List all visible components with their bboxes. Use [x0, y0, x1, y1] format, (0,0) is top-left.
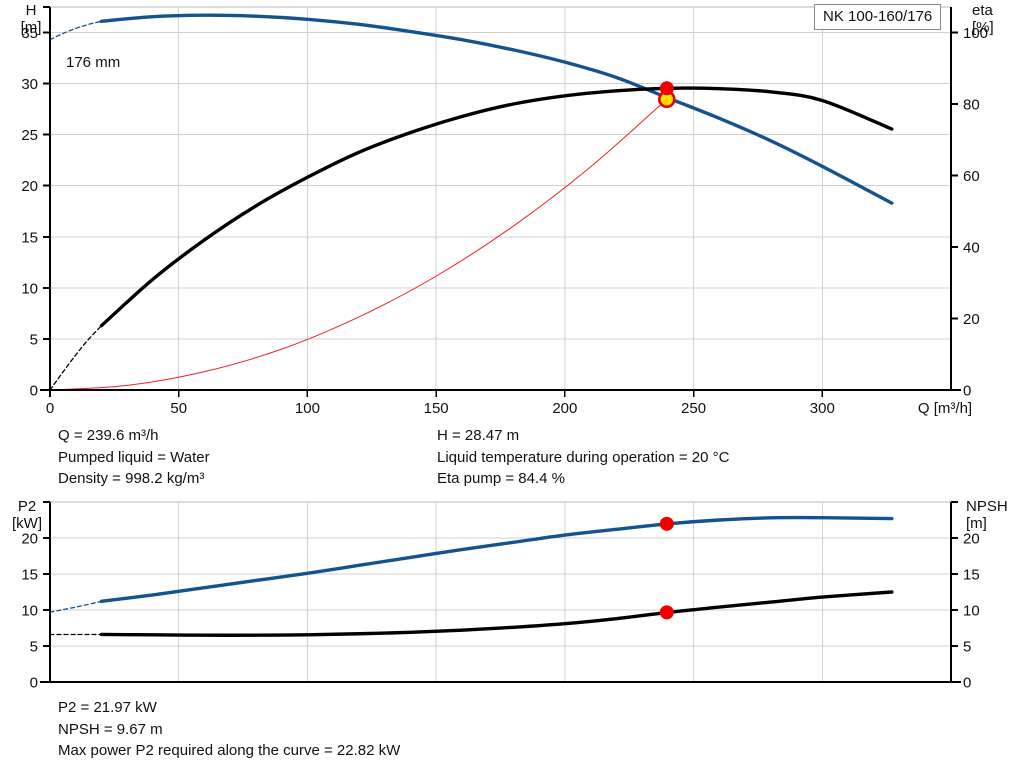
tick-label-right: 0	[963, 675, 971, 692]
tick-label-right: 15	[963, 567, 980, 584]
tick-label-left: 15	[21, 229, 38, 246]
npsh-axis-caption: NPSH [m]	[966, 498, 1008, 532]
curve-p2-extension-dashed	[49, 600, 103, 613]
curve-npsh	[99, 590, 894, 637]
tick-label-left: 30	[21, 76, 38, 93]
tick-label-right: 40	[963, 240, 980, 257]
info-liquid: Pumped liquid = Water	[58, 448, 210, 466]
power-axis-caption: P2 [kW]	[12, 498, 42, 532]
tick-label-left: 35	[21, 25, 38, 42]
info-max-power: Max power P2 required along the curve = …	[58, 742, 401, 759]
plot-background	[50, 7, 951, 390]
efficiency-axis-caption: eta [%]	[972, 2, 994, 36]
tick-label-bottom: 50	[170, 400, 187, 417]
curve-system-curve	[49, 98, 668, 391]
info-npsh: NPSH = 9.67 m	[58, 720, 163, 738]
tick-label-bottom: 250	[681, 400, 706, 417]
tick-label-left: 10	[21, 603, 38, 620]
head-axis-caption: H [m]	[20, 2, 42, 36]
tick-label-left: 5	[30, 639, 38, 656]
power-npsh-chart: 0 5 10 15 20 0 5 10 15 20	[0, 495, 1024, 695]
duty-info-bottom: P2 = 21.97 kW NPSH = 9.67 m Max power P2…	[58, 697, 400, 762]
npsh-duty-point[interactable]	[659, 605, 674, 620]
info-power: P2 = 21.97 kW	[58, 699, 157, 716]
x-axis-caption: Q [m³/h]	[918, 400, 972, 417]
tick-label-right: 100	[963, 25, 988, 42]
tick-label-bottom: 300	[810, 400, 835, 417]
tick-label-left: 20	[21, 531, 38, 548]
tick-label-bottom: 200	[552, 400, 577, 417]
tick-label-right: 20	[963, 311, 980, 328]
power-npsh-plot: 0 5 10 15 20 0 5 10 15 20	[21, 501, 980, 692]
info-density: Density = 998.2 kg/m³	[58, 470, 205, 487]
info-eta-pump: Eta pump = 84.4 %	[437, 470, 565, 487]
tick-label-bottom: 100	[295, 400, 320, 417]
info-temperature: Liquid temperature during operation = 20…	[437, 448, 730, 466]
impeller-diameter-label: 176 mm	[66, 54, 121, 71]
tick-label-right: 10	[963, 603, 980, 620]
curve-efficiency	[99, 86, 894, 328]
tick-label-bottom: 150	[424, 400, 449, 417]
tick-label-left: 10	[21, 280, 38, 297]
curve-efficiency-extension-dashed	[49, 325, 103, 391]
curve-head-176-mm	[99, 13, 894, 205]
head-efficiency-chart: 0 5 10 15 20 25 30 35 0 20 40 60 80 100 0 50 100 150 200 25…	[21, 6, 988, 417]
pump-model-label: NK 100-160/176	[814, 4, 942, 30]
tick-label-right: 80	[963, 97, 980, 114]
tick-label-left: 25	[21, 127, 38, 144]
info-head: H = 28.47 m	[437, 427, 520, 444]
duty-info-right: H = 28.47 m Liquid temperature during op…	[437, 425, 729, 490]
head-efficiency-plot: 0 5 10 15 20 25 30 35 0 20 40 60 80 100 0 50 100 150 200 25…	[21, 6, 988, 417]
tick-label-right: 5	[963, 639, 971, 656]
curve-head-extension-dashed	[49, 20, 103, 41]
plot-background	[50, 502, 951, 682]
curve-shaft-power-p2	[99, 515, 894, 604]
power-duty-point[interactable]	[659, 516, 674, 531]
tick-label-left: 5	[30, 331, 38, 348]
tick-label-bottom: 0	[46, 400, 54, 417]
tick-label-left: 0	[30, 675, 38, 692]
tick-label-right: 20	[963, 531, 980, 548]
efficiency-duty-point[interactable]	[659, 81, 674, 96]
tick-label-left: 0	[30, 383, 38, 400]
tick-label-right: 60	[963, 168, 980, 185]
tick-label-left: 20	[21, 178, 38, 195]
duty-info-left: Q = 239.6 m³/h Pumped liquid = Water Den…	[58, 425, 210, 490]
tick-label-right: 0	[963, 383, 971, 400]
tick-label-left: 15	[21, 567, 38, 584]
info-flow: Q = 239.6 m³/h	[58, 427, 159, 444]
